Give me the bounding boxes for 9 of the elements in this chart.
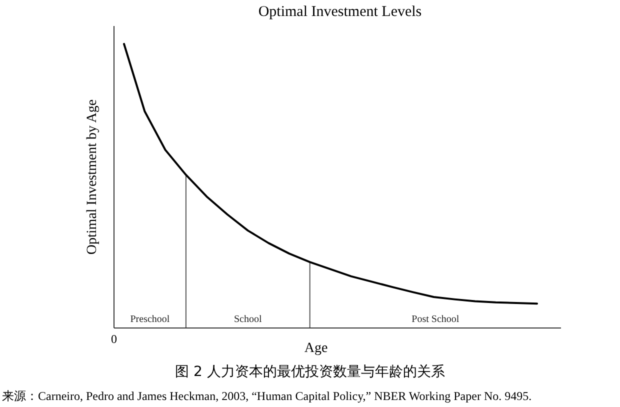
annotation: Preschool (130, 314, 170, 325)
source-note: 来源：Carneiro, Pedro and James Heckman, 2003, “Human Capital Policy,” NBER Working Paper No. 9495. (2, 389, 532, 403)
chart-title: Optimal Investment Levels (258, 4, 422, 20)
text: 0 (111, 332, 117, 346)
x-axis-title: Age (304, 341, 328, 356)
annotation: School (234, 314, 262, 325)
y-axis-title: Optimal Investment by Age (85, 99, 100, 255)
caption: 图 2 人力资本的最优投资数量与年龄的关系 (175, 364, 445, 380)
annotation: Post School (412, 314, 460, 325)
